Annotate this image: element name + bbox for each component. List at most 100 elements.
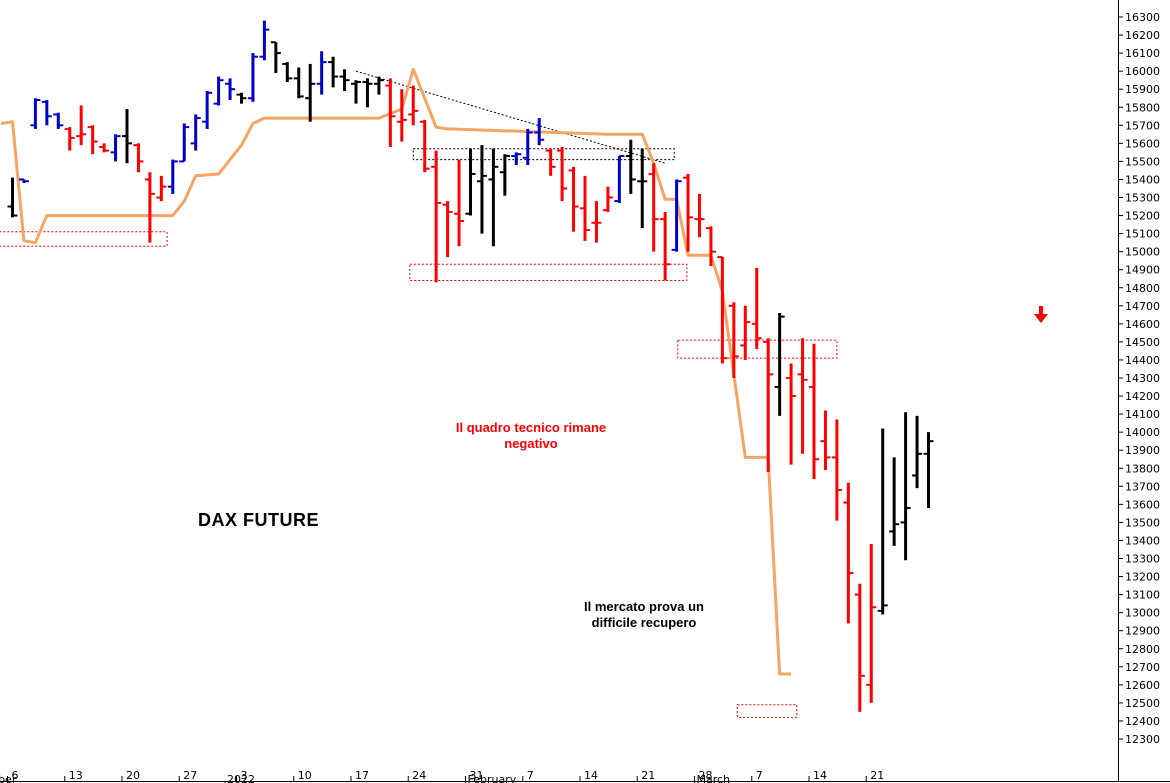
ohlc-bar [225, 78, 236, 101]
ohlc-bar [717, 256, 728, 364]
month-label: 2022 [227, 773, 255, 783]
y-tick-label: 15300 [1125, 192, 1160, 205]
ohlc-bar [602, 186, 613, 212]
ohlc-bar [511, 152, 522, 166]
ohlc-bar [557, 146, 568, 202]
ohlc-bar [534, 118, 545, 146]
annotation-recovery: Il mercato prova un difficile recupero [584, 599, 704, 630]
y-tick-label: 14500 [1125, 336, 1160, 349]
y-tick-label: 14300 [1125, 372, 1160, 385]
x-tick-label: 24 [412, 769, 426, 782]
ohlc-bar [328, 56, 339, 88]
y-tick-label: 14200 [1125, 390, 1160, 403]
ohlc-bar [843, 482, 854, 624]
ohlc-bar [568, 166, 579, 232]
y-tick-label: 12300 [1125, 733, 1160, 746]
ohlc-bar [270, 41, 281, 73]
ohlc-bar [362, 78, 373, 108]
ohlc-bar [683, 174, 694, 252]
y-tick-label: 15400 [1125, 173, 1160, 186]
y-tick-label: 13100 [1125, 589, 1160, 602]
y-tick-label: 16100 [1125, 47, 1160, 60]
ohlc-bar [660, 211, 671, 281]
ohlc-bar [396, 89, 407, 142]
ohlc-bar [831, 419, 842, 521]
ohlc-bar [293, 67, 304, 99]
ohlc-bar [866, 544, 877, 703]
support-resistance-boxes [0, 148, 838, 718]
y-tick-label: 15900 [1125, 83, 1160, 96]
ohlc-bar [476, 145, 487, 234]
ohlc-bar [76, 105, 87, 146]
ohlc-bar [786, 363, 797, 465]
ohlc-bar [820, 410, 831, 471]
ohlc-bar [797, 338, 808, 454]
ohlc-bar [282, 62, 293, 82]
annotation-negative: Il quadro tecnico rimane negativo [455, 420, 607, 451]
ohlc-bar [18, 178, 29, 184]
ohlc-bar [30, 98, 41, 129]
ohlc-bar [431, 150, 442, 283]
ohlc-bar [144, 172, 155, 243]
y-tick-label: 14700 [1125, 300, 1160, 313]
y-tick-label: 15000 [1125, 246, 1160, 259]
ohlc-bar [694, 193, 705, 238]
ohlc-bar [499, 154, 510, 196]
price-zone-box [412, 148, 675, 161]
y-tick-label: 16300 [1125, 11, 1160, 24]
y-tick-label: 15500 [1125, 155, 1160, 168]
ohlc-bar [705, 226, 716, 267]
price-zone-box [409, 263, 688, 282]
y-tick-label: 14400 [1125, 354, 1160, 367]
ohlc-bar [740, 305, 751, 360]
price-zone-box [0, 231, 168, 247]
y-tick-label: 15700 [1125, 119, 1160, 132]
y-tick-label: 14900 [1125, 264, 1160, 277]
y-tick-label: 14800 [1125, 282, 1160, 295]
ohlc-bar [339, 69, 350, 92]
y-tick-label: 13300 [1125, 553, 1160, 566]
x-tick-label: 20 [126, 769, 140, 782]
ohlc-bar [522, 128, 533, 166]
y-tick-label: 13800 [1125, 462, 1160, 475]
ohlc-bar [614, 154, 625, 203]
x-tick-label: 14 [584, 769, 598, 782]
ohlc-bar [305, 63, 316, 122]
y-tick-label: 15600 [1125, 137, 1160, 150]
y-tick-label: 13200 [1125, 571, 1160, 584]
ohlc-bar [259, 20, 270, 61]
ohlc-bar [580, 175, 590, 241]
price-zone-box [677, 339, 838, 359]
y-tick-label: 15800 [1125, 101, 1160, 114]
ohlc-bar [351, 80, 361, 104]
y-tick-label: 12800 [1125, 643, 1160, 656]
y-tick-label: 13000 [1125, 607, 1160, 620]
y-tick-label: 15200 [1125, 210, 1160, 223]
ohlc-bar [156, 175, 167, 202]
ohlc-bar [247, 53, 258, 102]
ohlc-bar [385, 78, 396, 147]
ohlc-bar [64, 127, 75, 151]
x-tick-label: 3 [241, 769, 248, 782]
y-tick-label: 16000 [1125, 65, 1160, 78]
y-tick-label: 16200 [1125, 29, 1160, 42]
ohlc-bar [454, 159, 465, 247]
ohlc-bar [419, 119, 430, 173]
ohlc-bar [408, 85, 419, 126]
x-tick-label: 31 [470, 769, 484, 782]
ohlc-bar [751, 267, 762, 350]
x-tick-label: 17 [355, 769, 369, 782]
x-tick-label: 6 [12, 769, 19, 782]
month-label: ber [0, 773, 17, 783]
plot-area [0, 20, 934, 718]
ohlc-bar [671, 179, 682, 252]
ohlc-bar [122, 109, 132, 164]
y-tick-label: 13700 [1125, 480, 1160, 493]
ohlc-bar [465, 148, 476, 216]
x-tick-label: 10 [298, 769, 312, 782]
ohlc-bar [87, 125, 98, 155]
y-tick-label: 12600 [1125, 679, 1160, 692]
month-label: March [697, 773, 731, 783]
ohlc-bar [889, 457, 900, 546]
